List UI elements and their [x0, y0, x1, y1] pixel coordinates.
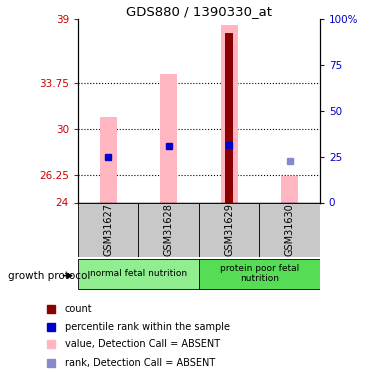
Bar: [281, 176, 298, 202]
Bar: [100, 117, 117, 202]
Bar: [78, 259, 199, 289]
Text: GSM31629: GSM31629: [224, 203, 234, 256]
Bar: [225, 33, 233, 203]
Title: GDS880 / 1390330_at: GDS880 / 1390330_at: [126, 4, 272, 18]
Text: value, Detection Call = ABSENT: value, Detection Call = ABSENT: [65, 339, 220, 350]
Bar: [78, 202, 138, 257]
Text: rank, Detection Call = ABSENT: rank, Detection Call = ABSENT: [65, 358, 215, 368]
Bar: [221, 25, 238, 202]
Bar: [199, 202, 259, 257]
Text: percentile rank within the sample: percentile rank within the sample: [65, 322, 230, 332]
Text: GSM31627: GSM31627: [103, 203, 113, 256]
Text: GSM31630: GSM31630: [285, 203, 294, 256]
Text: count: count: [65, 304, 92, 314]
Text: GSM31628: GSM31628: [164, 203, 174, 256]
Bar: [259, 202, 320, 257]
Text: protein poor fetal
nutrition: protein poor fetal nutrition: [220, 264, 299, 284]
Bar: [199, 259, 320, 289]
Text: growth protocol: growth protocol: [8, 271, 90, 280]
Bar: [160, 74, 177, 202]
Text: normal fetal nutrition: normal fetal nutrition: [90, 269, 187, 278]
Bar: [138, 202, 199, 257]
